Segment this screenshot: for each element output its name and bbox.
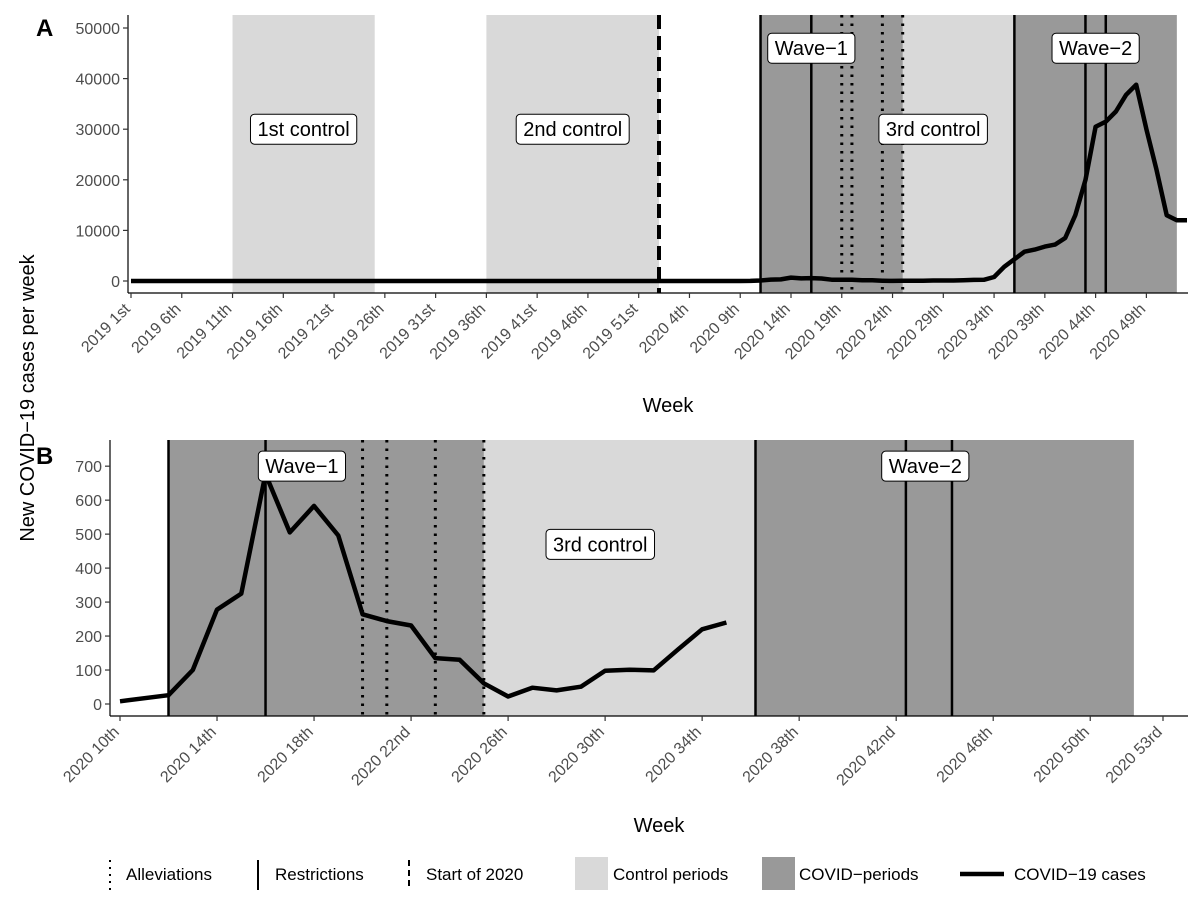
y-tick-label: 10000 bbox=[76, 223, 121, 240]
x-tick-label: 2020 4th bbox=[636, 301, 692, 357]
period-label-text: 2nd control bbox=[523, 119, 622, 141]
period-label: Wave−2 bbox=[881, 450, 970, 482]
x-tick-label: 2020 49th bbox=[1087, 301, 1149, 363]
period-label-text: Wave−1 bbox=[265, 456, 338, 478]
x-tick-label: 2020 50th bbox=[1031, 724, 1093, 786]
x-axis-title: Week bbox=[643, 395, 695, 417]
control-period-band bbox=[232, 15, 375, 293]
period-label-box bbox=[881, 450, 970, 482]
period-label-box bbox=[515, 113, 630, 145]
x-tick-label: 2020 34th bbox=[643, 724, 705, 786]
legend-control-label: Control periods bbox=[613, 865, 728, 884]
period-label-text: Wave−2 bbox=[889, 456, 962, 478]
period-label-text: Wave−1 bbox=[775, 38, 848, 60]
legend-restrictions-label: Restrictions bbox=[275, 865, 364, 884]
legend-covid-label: COVID−periods bbox=[799, 865, 919, 884]
period-label: Wave−1 bbox=[257, 450, 347, 482]
legend-alleviations-label: Alleviations bbox=[126, 865, 212, 884]
y-tick-label: 20000 bbox=[76, 173, 121, 190]
covid-period-band bbox=[755, 440, 1134, 716]
x-tick-label: 2020 14th bbox=[157, 724, 219, 786]
period-label-text: 1st control bbox=[257, 119, 349, 141]
y-axis-title: New COVID−19 cases per week bbox=[17, 253, 39, 541]
panel-letter: B bbox=[36, 443, 53, 470]
control-period-band bbox=[486, 15, 659, 293]
x-tick-label: 2020 46th bbox=[934, 724, 996, 786]
period-label-box bbox=[249, 113, 358, 145]
x-axis-title: Week bbox=[634, 815, 686, 837]
x-tick-label: 2019 46th bbox=[528, 301, 590, 363]
y-tick-label: 600 bbox=[75, 493, 102, 510]
x-tick-label: 2020 26th bbox=[449, 724, 511, 786]
x-tick-label: 2020 22nd bbox=[348, 724, 414, 790]
x-tick-label: 2020 10th bbox=[60, 724, 122, 786]
legend-covid-swatch bbox=[762, 857, 795, 890]
period-label-text: Wave−2 bbox=[1059, 38, 1132, 60]
period-label-text: 3rd control bbox=[886, 119, 981, 141]
control-period-band bbox=[483, 440, 756, 716]
y-tick-label: 50000 bbox=[76, 21, 121, 38]
x-tick-label: 2019 1st bbox=[78, 300, 134, 356]
x-tick-label: 2020 38th bbox=[740, 724, 802, 786]
period-label-box bbox=[1051, 32, 1140, 64]
y-tick-label: 0 bbox=[93, 697, 102, 714]
x-tick-label: 2020 18th bbox=[255, 724, 317, 786]
cases-series-line bbox=[119, 471, 728, 704]
period-label: Wave−1 bbox=[767, 32, 856, 64]
y-tick-label: 200 bbox=[75, 629, 102, 646]
period-label-text: 3rd control bbox=[553, 534, 648, 556]
x-tick-label: 2019 16th bbox=[224, 301, 286, 363]
x-tick-label: 2020 53rd bbox=[1103, 724, 1166, 787]
panel-letter: A bbox=[36, 15, 53, 42]
period-label-box bbox=[257, 450, 347, 482]
legend-cases-label: COVID−19 cases bbox=[1014, 865, 1146, 884]
y-tick-label: 500 bbox=[75, 527, 102, 544]
period-label-box bbox=[545, 528, 656, 560]
covid-period-band bbox=[168, 440, 484, 716]
period-label: Wave−2 bbox=[1051, 32, 1140, 64]
legend-start2020-label: Start of 2020 bbox=[426, 865, 523, 884]
y-tick-label: 30000 bbox=[76, 122, 121, 139]
legend-control-swatch bbox=[575, 857, 608, 890]
y-tick-label: 400 bbox=[75, 561, 102, 578]
y-tick-label: 300 bbox=[75, 595, 102, 612]
period-label: 2nd control bbox=[515, 113, 630, 145]
y-tick-label: 100 bbox=[75, 663, 102, 680]
cases-series-line bbox=[131, 82, 1187, 284]
x-tick-label: 2019 36th bbox=[427, 301, 489, 363]
x-tick-label: 2020 30th bbox=[546, 724, 608, 786]
period-label: 1st control bbox=[249, 113, 358, 145]
x-tick-label: 2020 42nd bbox=[834, 724, 900, 790]
y-tick-label: 700 bbox=[75, 459, 102, 476]
x-tick-label: 2019 51st bbox=[580, 300, 642, 362]
legend: Alleviations Restrictions Start of 2020 Con… bbox=[109, 857, 1146, 890]
period-label: 3rd control bbox=[878, 113, 988, 145]
period-label: 3rd control bbox=[545, 528, 656, 560]
x-tick-label: 2019 26th bbox=[325, 301, 387, 363]
panel-b: Wave−1 3rd control Wave−2 0 100 200 300 400 500 6… bbox=[36, 440, 1188, 837]
panel-a: 1st control 2nd control Wave−1 3rd control W… bbox=[36, 15, 1188, 417]
y-tick-label: 0 bbox=[111, 274, 120, 291]
period-label-box bbox=[878, 113, 988, 145]
y-tick-label: 40000 bbox=[76, 72, 121, 89]
period-label-box bbox=[767, 32, 856, 64]
